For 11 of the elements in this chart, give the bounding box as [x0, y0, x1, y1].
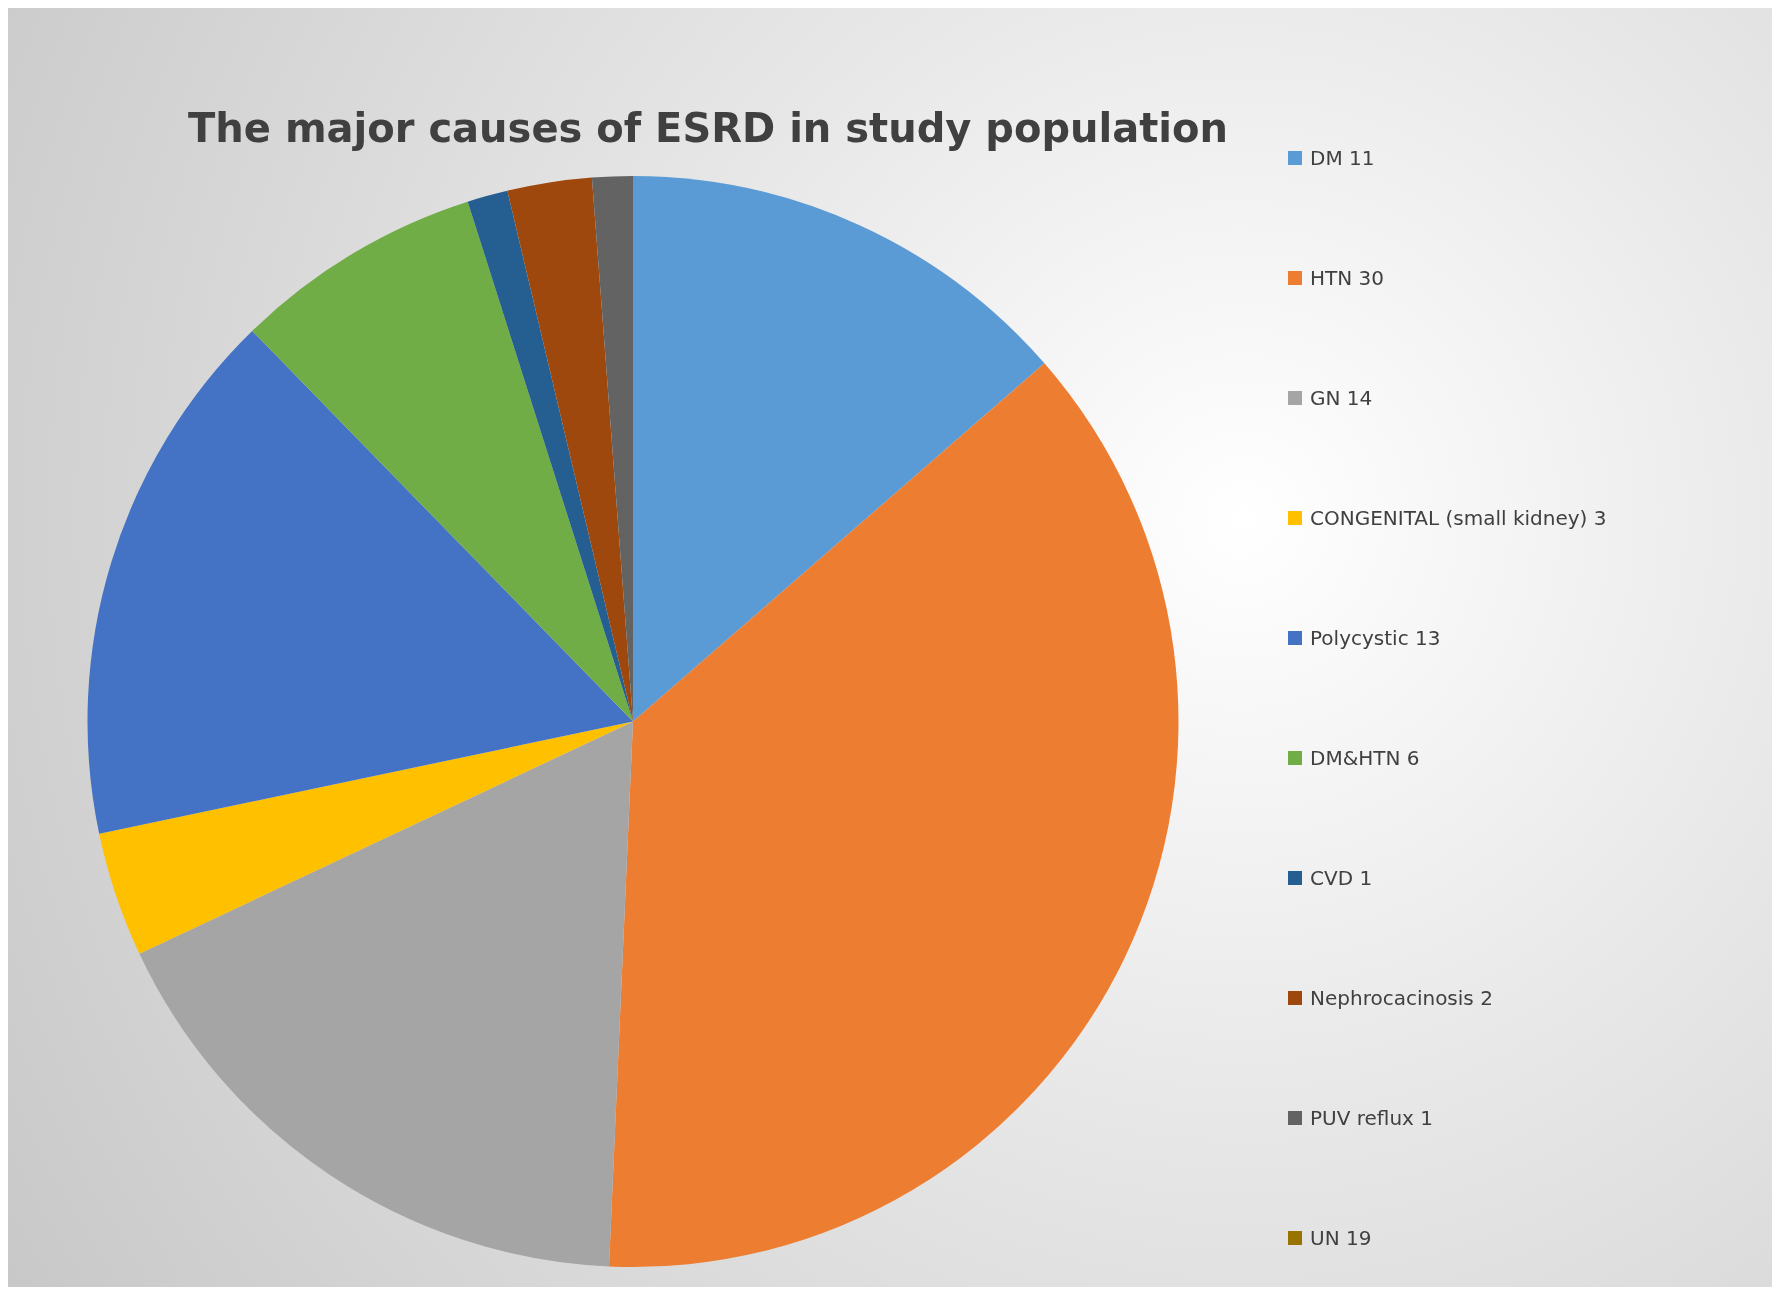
legend-label: CONGENITAL (small kidney) 3	[1310, 506, 1607, 530]
legend-label: UN 19	[1310, 1226, 1372, 1250]
legend-label: DM&HTN 6	[1310, 746, 1420, 770]
chart-title: The major causes of ESRD in study population	[188, 105, 1228, 152]
legend-label: HTN 30	[1310, 266, 1385, 290]
legend-label: Polycystic 13	[1310, 626, 1441, 650]
legend-label: GN 14	[1310, 386, 1373, 410]
legend-label: CVD 1	[1310, 866, 1373, 890]
legend-label: PUV reflux 1	[1310, 1106, 1434, 1130]
legend-label: DM 11	[1310, 146, 1375, 170]
legend-label: Nephrocacinosis 2	[1310, 986, 1493, 1010]
